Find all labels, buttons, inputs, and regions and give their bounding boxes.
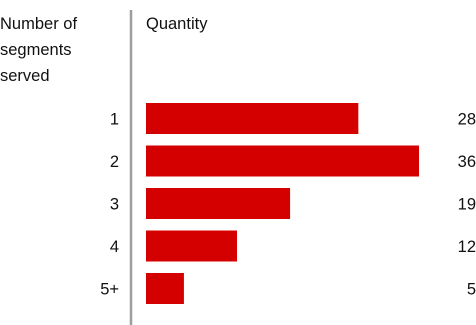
- value-label: 5: [467, 281, 476, 299]
- category-labels: 1 2 3 4 5+: [100, 111, 119, 299]
- value-header: Quantity: [146, 15, 208, 33]
- value-label: 28: [458, 111, 476, 129]
- bars: [146, 103, 419, 304]
- value-label: 12: [458, 238, 476, 256]
- value-labels: 28 36 19 12 5: [458, 111, 476, 299]
- category-label: 2: [110, 153, 119, 171]
- category-label: 1: [110, 111, 119, 129]
- category-header-line-1: Number of: [0, 15, 77, 33]
- bar-1: [146, 103, 359, 134]
- value-label: 19: [458, 196, 476, 214]
- bar-4: [146, 230, 237, 262]
- bar-2: [146, 145, 419, 177]
- category-header-line-3: served: [0, 67, 50, 85]
- bar-3: [146, 188, 291, 219]
- bar-5+: [146, 273, 184, 304]
- value-label: 36: [458, 153, 476, 171]
- category-label: 3: [110, 196, 119, 214]
- category-label: 4: [110, 238, 119, 256]
- category-header-line-2: segments: [0, 41, 72, 59]
- category-label: 5+: [100, 281, 119, 299]
- category-header: Number of segments served: [0, 15, 77, 85]
